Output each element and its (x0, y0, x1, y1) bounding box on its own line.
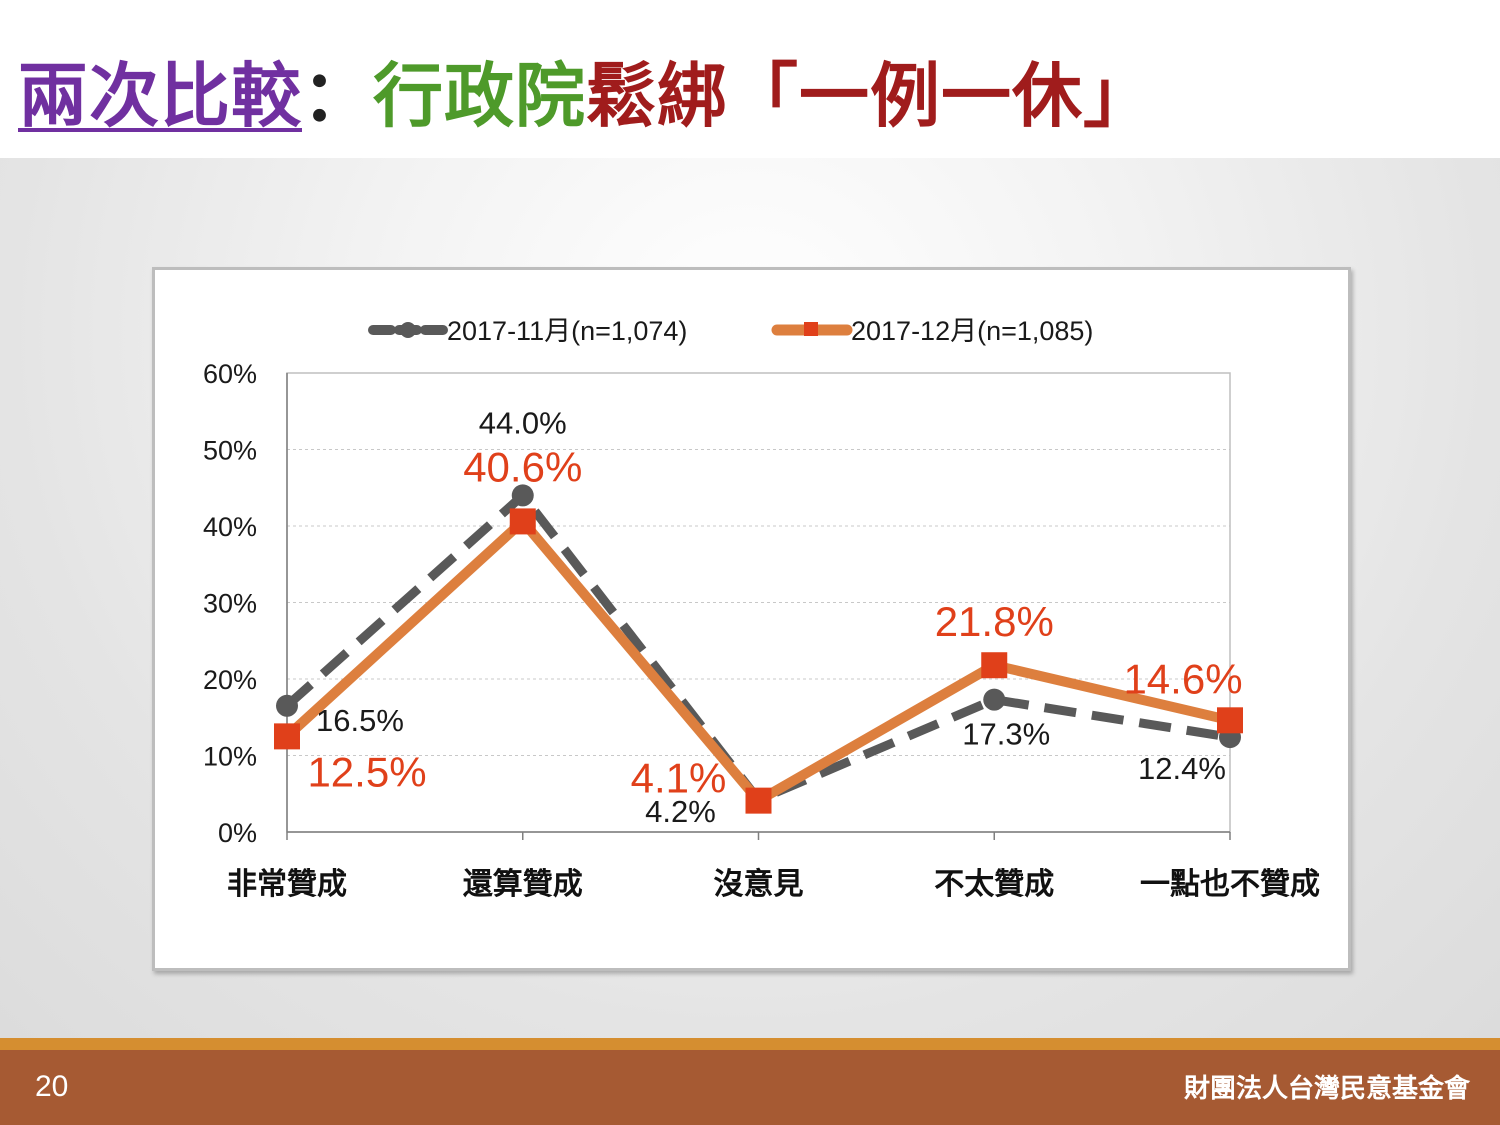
y-tick-label: 30% (203, 589, 257, 619)
y-tick-label: 0% (218, 818, 257, 848)
title-separator: ： (302, 55, 373, 137)
legend-marker-series-1 (400, 322, 416, 338)
data-point-2017-12 (1217, 707, 1243, 734)
slide-title: 兩次比較：行政院鬆綁「一例一休」 (18, 40, 1154, 141)
data-label-2017-11: 16.5% (316, 703, 404, 738)
data-point-2017-12 (509, 508, 536, 535)
y-tick-label: 60% (203, 359, 257, 389)
data-label-2017-11: 44.0% (479, 405, 567, 440)
y-tick-label: 20% (203, 665, 257, 695)
title-part-topic: 鬆綁「一例一休」 (586, 55, 1154, 137)
chart-frame: 60% 50% 40% 30% 20% 10% 0% 非常贊成 還算贊成 沒意見 不太贊成 一點也不贊… (152, 267, 1351, 971)
data-label-2017-12: 12.5% (307, 748, 426, 795)
organization-name: 財團法人台灣民意基金會 (1183, 1074, 1470, 1104)
footer (0, 1050, 1500, 1125)
data-point-2017-11 (511, 484, 534, 507)
legend-label-series-2: 2017-12月(n=1,085) (851, 316, 1093, 346)
series-line-2017-12 (283, 516, 1232, 806)
x-tick-label: 不太贊成 (934, 868, 1054, 901)
series-line-2017-11 (284, 490, 1231, 805)
y-tick-label: 50% (203, 436, 257, 466)
data-label-2017-12: 14.6% (1123, 655, 1242, 702)
title-part-executive-yuan: 行政院 (373, 55, 586, 137)
data-label-2017-11: 17.3% (962, 717, 1050, 752)
title-bar: 兩次比較：行政院鬆綁「一例一休」 (0, 0, 1500, 158)
data-point-2017-12 (745, 787, 772, 814)
data-point-2017-12 (981, 652, 1008, 679)
x-tick-label: 一點也不贊成 (1140, 868, 1320, 901)
y-tick-label: 10% (203, 742, 257, 772)
footer-stripe (0, 1038, 1500, 1050)
x-tick-label: 沒意見 (714, 867, 804, 901)
data-label-2017-11: 12.4% (1138, 751, 1226, 786)
legend-label-series-1: 2017-11月(n=1,074) (447, 316, 687, 346)
data-point-2017-11 (276, 694, 298, 717)
x-tick-label: 還算贊成 (463, 867, 583, 901)
title-part-comparison: 兩次比較 (18, 55, 302, 137)
data-point-2017-12 (274, 723, 300, 750)
data-label-2017-12: 21.8% (935, 598, 1054, 645)
line-chart: 60% 50% 40% 30% 20% 10% 0% 非常贊成 還算贊成 沒意見 不太贊成 一點也不贊… (203, 316, 1320, 901)
data-point-2017-11 (983, 688, 1006, 711)
data-label-2017-12: 40.6% (463, 443, 582, 490)
y-tick-label: 40% (203, 512, 257, 542)
data-label-2017-11: 4.2% (645, 794, 716, 829)
page-number: 20 (35, 1070, 69, 1103)
x-tick-label: 非常贊成 (227, 868, 347, 901)
data-label-2017-12: 4.1% (631, 755, 727, 802)
legend-marker-series-2 (804, 322, 818, 336)
